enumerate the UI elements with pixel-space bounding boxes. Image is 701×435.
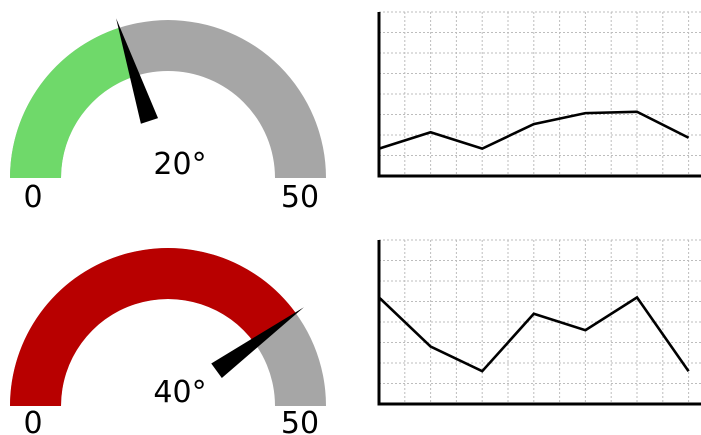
gauge-needle [211, 307, 304, 379]
gauge-needle [116, 18, 159, 124]
gauge-bottom: 40° 0 50 [0, 228, 340, 435]
line-chart-bottom [370, 228, 701, 418]
gauge-top: 20° 0 50 [0, 0, 340, 215]
gauge-value-label: 40° [153, 375, 206, 410]
gauge-value-label: 20° [153, 147, 206, 182]
gauge-fill [10, 27, 135, 179]
gauge-fill [10, 248, 296, 406]
gauge-max-label: 50 [281, 180, 319, 215]
gauge-min-label: 0 [23, 406, 42, 435]
gauge-max-label: 50 [281, 406, 319, 435]
line-chart-top [370, 0, 701, 190]
gauge-min-label: 0 [23, 180, 42, 215]
